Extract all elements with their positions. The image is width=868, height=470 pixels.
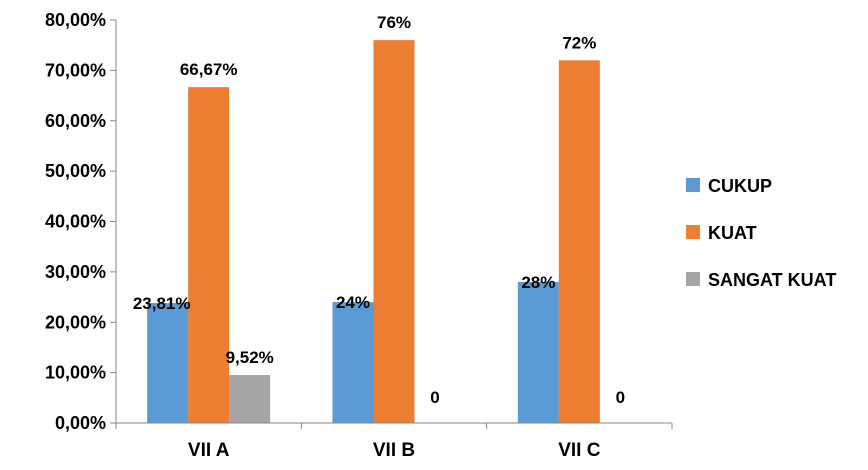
legend: CUKUP KUAT SANGAT KUAT — [686, 176, 836, 290]
bar-sangat-kuat — [229, 375, 271, 423]
bar-cukup — [147, 303, 189, 423]
bars — [147, 40, 600, 424]
data-label: 0 — [430, 388, 439, 407]
legend-label: CUKUP — [708, 176, 772, 196]
data-label: 28% — [521, 273, 555, 292]
data-labels: 23,81% 24% 28% 66,67% 76% 72% 9,52% 0 0 — [133, 13, 625, 407]
bar-cukup — [517, 281, 559, 423]
y-tick-label: 30,00% — [45, 262, 106, 282]
data-label: 66,67% — [180, 60, 238, 79]
legend-label: KUAT — [708, 223, 757, 243]
y-tick-label: 0,00% — [55, 413, 106, 433]
y-tick-label: 70,00% — [45, 60, 106, 80]
data-label: 24% — [336, 293, 370, 312]
data-label: 76% — [377, 13, 411, 32]
x-axis: VII A VII B VII C — [115, 422, 673, 461]
y-tick-label: 60,00% — [45, 111, 106, 131]
bar-kuat — [188, 87, 230, 423]
bar-kuat — [558, 60, 600, 424]
y-tick-label: 20,00% — [45, 312, 106, 332]
x-category-label: VII C — [558, 440, 601, 461]
legend-label: SANGAT KUAT — [708, 270, 836, 290]
y-tick-label: 40,00% — [45, 212, 106, 232]
data-label: 23,81% — [133, 294, 191, 313]
y-tick-label: 80,00% — [45, 10, 106, 30]
data-label: 72% — [562, 33, 596, 52]
legend-swatch — [686, 272, 700, 286]
y-axis: 0,00% 10,00% 20,00% 30,00% 40,00% 50,00% 60,00… — [45, 10, 117, 433]
data-label: 9,52% — [226, 348, 274, 367]
y-tick-label: 10,00% — [45, 363, 106, 383]
y-tick-label: 50,00% — [45, 161, 106, 181]
data-label: 0 — [616, 388, 625, 407]
x-category-label: VII B — [373, 440, 415, 461]
bar-kuat — [373, 40, 415, 424]
legend-swatch — [686, 225, 700, 239]
legend-swatch — [686, 178, 700, 192]
bar-cukup — [332, 302, 374, 423]
x-category-label: VII A — [188, 440, 230, 461]
